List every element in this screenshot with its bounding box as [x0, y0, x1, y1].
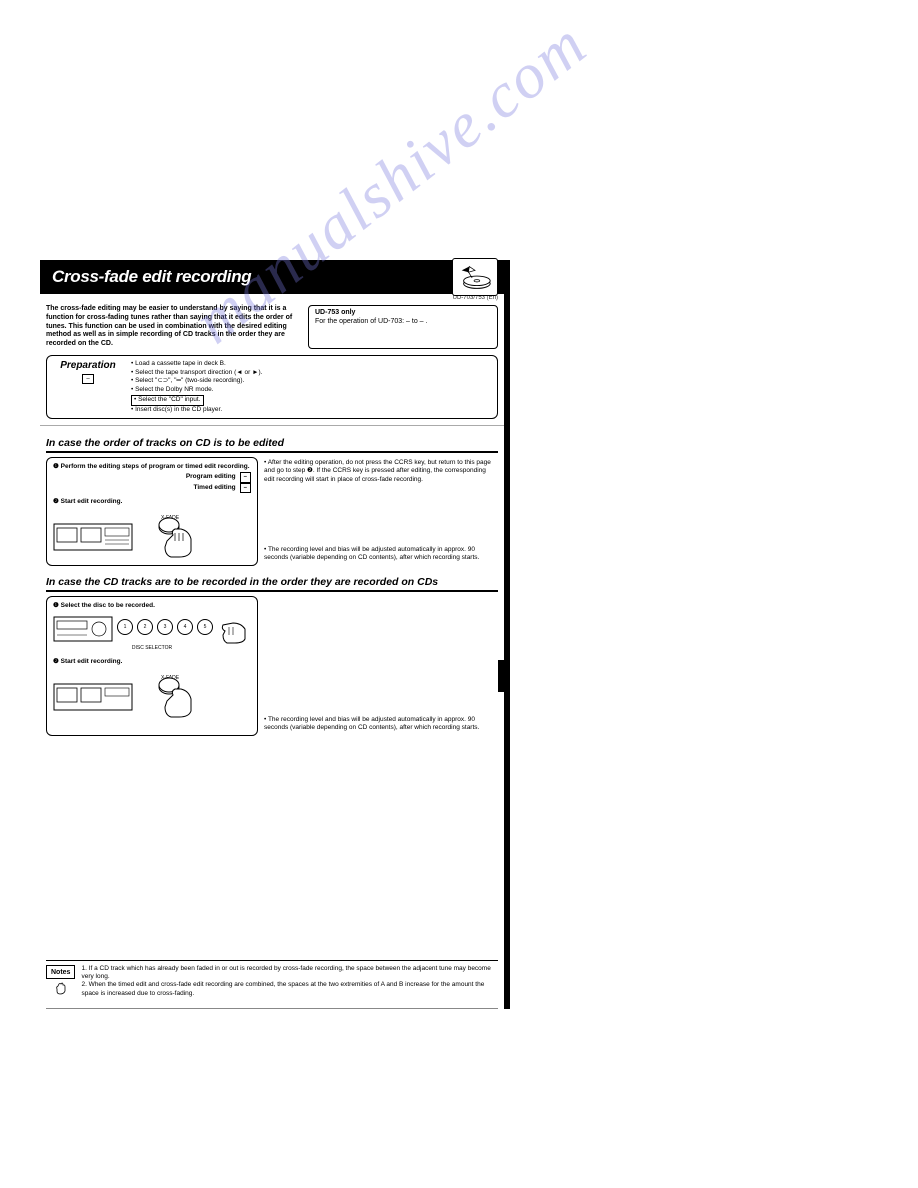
program-editing-label: Program editing [186, 473, 236, 481]
page-title: Cross-fade edit recording [52, 267, 251, 287]
preparation-box: Preparation – • Load a cassette tape in … [46, 355, 498, 420]
cd-tape-icon [456, 262, 494, 292]
prep-item: • Select the tape transport direction (◄… [131, 369, 491, 378]
step1-head: ❶ Perform the editing steps of program o… [53, 462, 251, 470]
disc-button: 4 [177, 619, 193, 635]
section2-notes: • The recording level and bias will be a… [264, 596, 498, 736]
cassette-deck-icon [53, 518, 133, 554]
page-ref: – [240, 483, 251, 493]
edit-type-list: Program editing– Timed editing– [53, 472, 251, 493]
section1-notes: • After the editing operation, do not pr… [264, 457, 498, 566]
divider [40, 425, 504, 431]
manual-page: Cross-fade edit recording UD-703/753 (En… [40, 260, 510, 1009]
section1-row: ❶ Perform the editing steps of program o… [46, 457, 498, 566]
disc-button: 2 [137, 619, 153, 635]
ud753-title: UD-753 only [315, 309, 491, 316]
note-text: • The recording level and bias will be a… [264, 716, 498, 732]
section2-panel: ❶ Select the disc to be recorded. 1 2 3 … [46, 596, 258, 736]
prep-item: • Select "⊂⊃", "═" (two-side recording). [131, 377, 491, 386]
intro-row: The cross-fade editing may be easier to … [40, 301, 504, 349]
timed-editing-label: Timed editing [194, 484, 236, 492]
page-edge-tab [498, 660, 510, 692]
preparation-list: • Load a cassette tape in deck B. • Sele… [131, 360, 491, 415]
page-ref: – [240, 472, 251, 482]
preparation-left: Preparation – [53, 360, 123, 415]
header-illustration [452, 258, 498, 296]
disc-select-figure: 1 2 3 4 5 [53, 611, 251, 645]
hand-point-icon [217, 611, 251, 645]
note-text: • The recording level and bias will be a… [264, 546, 498, 562]
disc-button: 5 [197, 619, 213, 635]
intro-text: The cross-fade editing may be easier to … [46, 305, 302, 349]
figure-row: X-FADE [53, 671, 251, 721]
section-edit-order: In case the order of tracks on CD is to … [40, 433, 504, 570]
press-button-icon: X-FADE [141, 511, 211, 561]
disc-selector-label: DISC SELECTOR [53, 645, 251, 651]
ud753-line: For the operation of UD-703: – to – . [315, 318, 491, 325]
notes-label: Notes [46, 965, 75, 979]
section2-row: ❶ Select the disc to be recorded. 1 2 3 … [46, 596, 498, 736]
prep-item-text: Select "⊂⊃", "═" (two-side recording). [135, 377, 244, 384]
prep-item-text: Select the "CD" input. [138, 396, 200, 403]
disc-button: 3 [157, 619, 173, 635]
preparation-title: Preparation [60, 360, 116, 371]
section-record-order: In case the CD tracks are to be recorded… [40, 572, 504, 740]
prep-item: • Load a cassette tape in deck B. [131, 360, 491, 369]
ud753-box: UD-753 only For the operation of UD-703:… [308, 305, 498, 349]
figure-row: X-FADE [53, 511, 251, 561]
note-text: • After the editing operation, do not pr… [264, 459, 498, 483]
section1-title: In case the order of tracks on CD is to … [46, 437, 498, 453]
step2-head: ❷ Start edit recording. [53, 497, 251, 505]
page-header: Cross-fade edit recording [40, 260, 504, 294]
cd-player-icon [53, 611, 113, 645]
prep-item-text: Insert disc(s) in the CD player. [135, 406, 222, 413]
prep-item: • Insert disc(s) in the CD player. [131, 406, 491, 415]
step2-head: ❷ Start edit recording. [53, 657, 251, 665]
prep-item: • Select the "CD" input. [131, 395, 491, 406]
prep-item-text: Select the Dolby NR mode. [135, 386, 213, 393]
prep-item-text: Select the tape transport direction (◄ o… [135, 369, 262, 376]
notes-text: 1. If a CD track which has already been … [81, 965, 498, 998]
cassette-deck-icon [53, 678, 133, 714]
blank-space [40, 740, 504, 960]
prep-page-ref: – [82, 374, 93, 384]
disc-button: 1 [117, 619, 133, 635]
note-line: 2. When the timed edit and cross-fade ed… [81, 981, 498, 997]
section2-title: In case the CD tracks are to be recorded… [46, 576, 498, 592]
model-label: UD-703/753 (En) [40, 294, 504, 301]
step1-head: ❶ Select the disc to be recorded. [53, 601, 251, 609]
section1-panel: ❶ Perform the editing steps of program o… [46, 457, 258, 566]
notes-block: Notes 1. If a CD track which has already… [40, 961, 504, 1008]
prep-item: • Select the Dolby NR mode. [131, 386, 491, 395]
hand-stop-icon [54, 981, 68, 995]
disc-buttons: 1 2 3 4 5 [117, 619, 213, 635]
divider [46, 1008, 498, 1009]
press-button-icon: X-FADE [141, 671, 211, 721]
prep-item-text: Load a cassette tape in deck B. [135, 360, 226, 367]
note-line: 1. If a CD track which has already been … [81, 965, 498, 981]
